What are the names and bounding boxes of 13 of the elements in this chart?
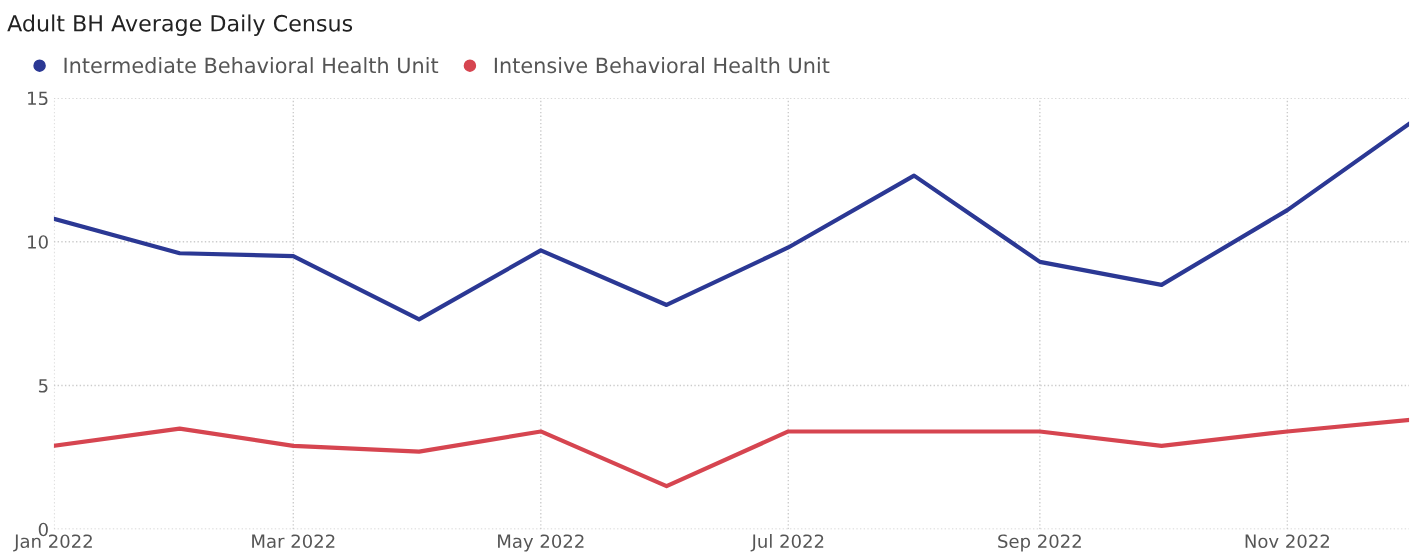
x-tick-label: Sep 2022 — [998, 534, 1081, 552]
chart-title: Adult BH Average Daily Census — [7, 14, 353, 36]
legend-label: Intensive Behavioral Health Unit — [494, 57, 830, 74]
x-tick-label: May 2022 — [498, 534, 584, 552]
y-tick-label: 15 — [28, 91, 48, 106]
x-tick-label: Mar 2022 — [252, 534, 335, 549]
y-tick-label: 10 — [28, 235, 48, 249]
legend-label: Intermediate Behavioral Health Unit — [64, 57, 439, 74]
x-tick-label: Nov 2022 — [1245, 534, 1329, 549]
line-series — [53, 121, 1410, 322]
y-tick-label: 5 — [38, 379, 48, 393]
x-tick-label: Jul 2022 — [750, 534, 824, 552]
line-series — [53, 417, 1410, 489]
